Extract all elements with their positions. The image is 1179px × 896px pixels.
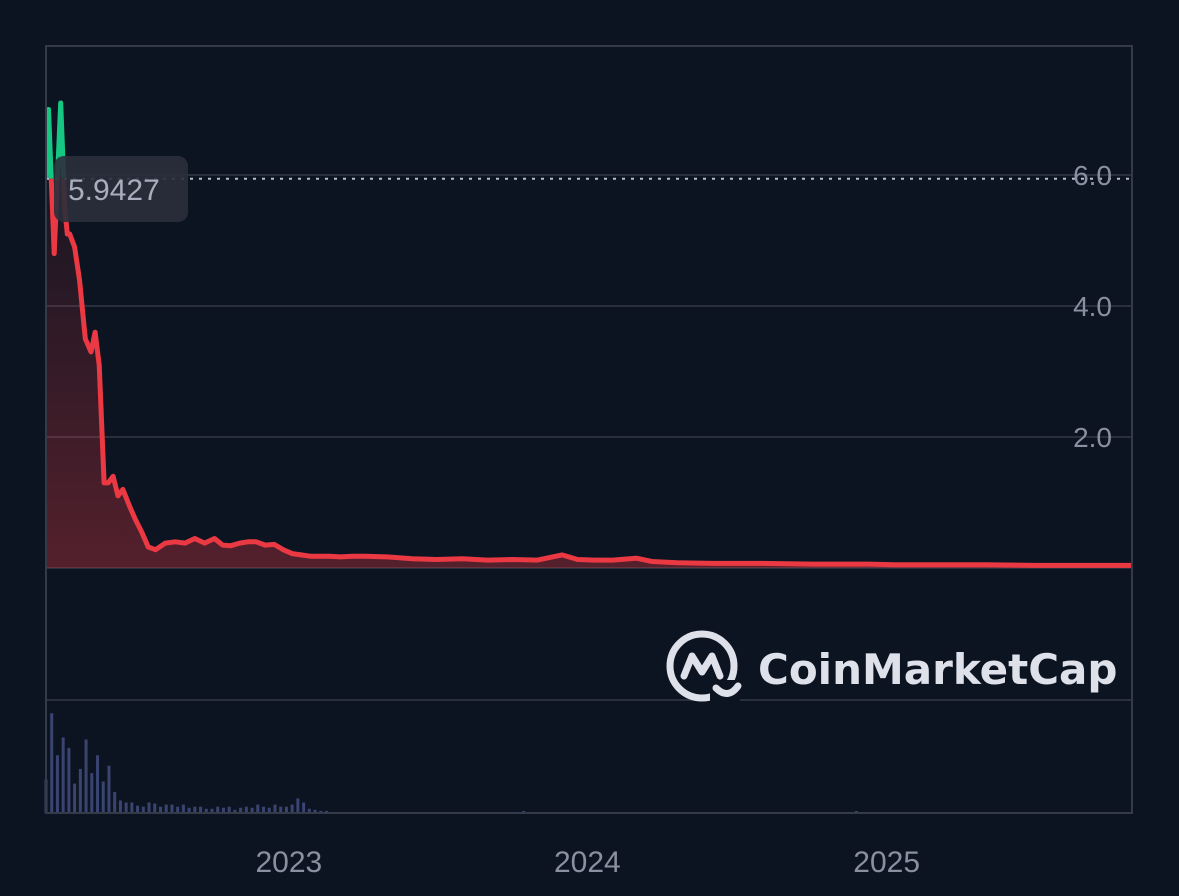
volume-bar — [284, 806, 288, 813]
volume-bar — [73, 783, 77, 813]
volume-bar — [302, 802, 306, 813]
volume-bar — [113, 792, 117, 813]
x-axis-ticks: 2023 2024 2025 — [256, 846, 921, 879]
x-tick-label: 2023 — [256, 846, 323, 879]
volume-bar — [210, 808, 214, 813]
volume-bar — [67, 747, 71, 813]
volume-bar — [181, 804, 185, 813]
volume-bar — [279, 806, 283, 813]
volume-bar — [319, 810, 323, 813]
x-tick-label: 2025 — [853, 846, 920, 879]
volume-bar — [147, 802, 151, 813]
volume-bar — [250, 807, 254, 813]
volume-bar — [141, 806, 145, 813]
volume-bar — [124, 802, 128, 813]
volume-bar — [136, 805, 140, 813]
price-area-fill — [46, 178, 1132, 569]
volume-bar — [170, 804, 174, 813]
y-tick-label: 6.0 — [1073, 160, 1112, 191]
volume-bar — [107, 765, 111, 813]
volume-bar — [307, 808, 311, 813]
volume-bar — [158, 806, 162, 813]
grid-layer — [46, 174, 1132, 701]
brand-name: CoinMarketCap — [758, 645, 1117, 694]
volume-bar — [90, 773, 94, 813]
reference-price-label: 5.9427 — [68, 174, 160, 207]
volume-bar — [130, 802, 134, 813]
coinmarketcap-logo-icon — [666, 630, 742, 702]
volume-bar — [267, 807, 271, 813]
volume-bar — [324, 810, 328, 813]
price-line-below-reference — [48, 178, 1132, 568]
volume-bar — [313, 809, 317, 813]
y-tick-label: 4.0 — [1073, 291, 1112, 322]
volume-bar — [61, 737, 65, 813]
volume-bar — [204, 808, 208, 813]
volume-bar — [101, 781, 105, 813]
volume-bar — [256, 804, 260, 813]
price-line-above-reference — [46, 100, 67, 179]
y-tick-label: 2.0 — [1073, 422, 1112, 453]
volume-bar — [290, 804, 294, 813]
volume-bars — [44, 713, 858, 813]
volume-bar — [273, 804, 277, 813]
tooltip-box — [54, 156, 188, 222]
volume-bar — [50, 713, 54, 813]
volume-bar — [78, 768, 82, 813]
volume-bar — [221, 807, 225, 813]
volume-bar — [55, 755, 59, 813]
x-tick-label: 2024 — [554, 846, 621, 879]
volume-bar — [216, 806, 220, 813]
volume-bar — [164, 804, 168, 813]
volume-bar — [199, 806, 203, 813]
volume-bar — [227, 806, 231, 813]
volume-bar — [233, 809, 237, 813]
volume-bar — [96, 755, 100, 813]
volume-bar — [262, 806, 266, 813]
volume-bar — [176, 806, 180, 813]
volume-bar — [193, 806, 197, 813]
volume-bar — [244, 806, 248, 813]
y-axis-ticks: 2.0 4.0 6.0 — [1073, 160, 1112, 453]
volume-bar — [187, 807, 191, 813]
reference-price-tooltip: 5.9427 — [54, 156, 188, 222]
volume-bar — [84, 739, 88, 813]
volume-bar — [153, 803, 157, 813]
chart-frame — [45, 45, 1133, 814]
volume-bar — [118, 800, 122, 813]
volume-bar — [296, 798, 300, 813]
volume-bar — [239, 807, 243, 813]
coinmarketcap-watermark: CoinMarketCap — [666, 630, 1117, 702]
